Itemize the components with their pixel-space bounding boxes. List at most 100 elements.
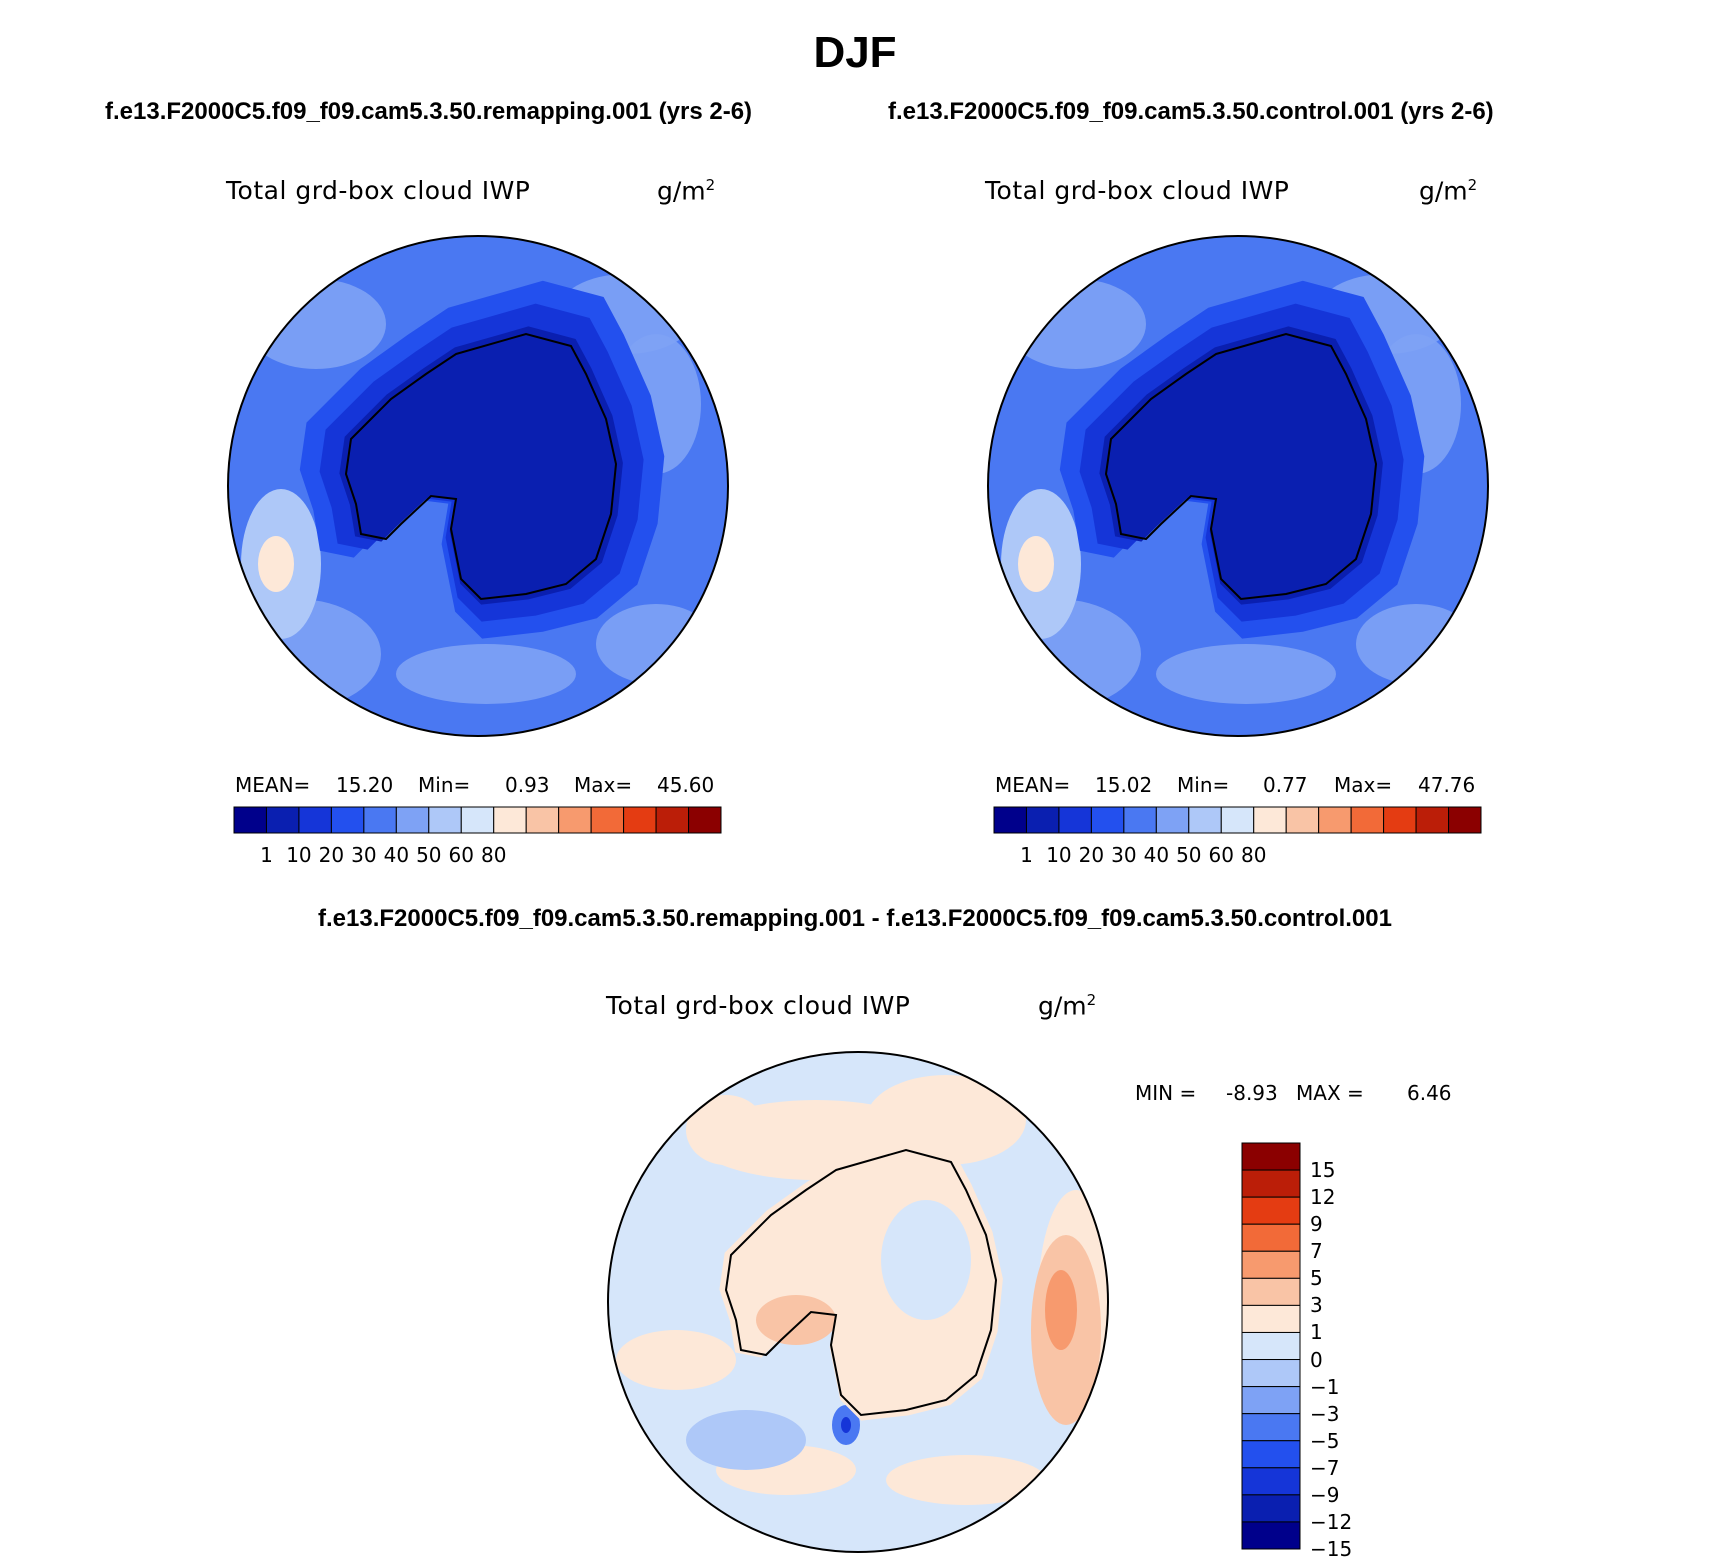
ocean-patch: [596, 604, 716, 684]
colorbar-swatch: [1241, 1304, 1301, 1333]
colorbar-swatch: [1241, 1196, 1301, 1225]
stats-min-label: MIN =: [1135, 1081, 1197, 1105]
stats-min-label: Min=: [418, 773, 471, 797]
colorbar-tick-label: 80: [1240, 843, 1267, 867]
ocean-patch: [616, 1330, 736, 1390]
ocean-patch: [841, 1417, 851, 1433]
stats-mean: MEAN=: [235, 773, 311, 797]
ocean-patch: [1045, 1270, 1077, 1350]
colorbar-swatch: [590, 806, 625, 834]
ocean-patch: [686, 1410, 806, 1470]
colorbar-swatch: [1241, 1494, 1301, 1523]
colorbar-swatch: [1253, 806, 1287, 834]
colorbar-swatch: [1188, 806, 1222, 834]
stats-mean-value: 15.20: [336, 773, 394, 797]
colorbar-tick-label: 80: [480, 843, 507, 867]
colorbar-tick-label: 9: [1310, 1212, 1323, 1237]
colorbar-swatch: [1155, 806, 1190, 834]
colorbar-swatch: [1090, 806, 1125, 834]
colorbar-tick-label: 7: [1310, 1239, 1323, 1264]
colorbar-tick-label: −1: [1310, 1374, 1340, 1399]
colorbar-swatch: [428, 806, 462, 834]
map-border: [227, 235, 729, 737]
colorbar-swatch: [330, 806, 365, 834]
coastline: [724, 1148, 998, 1417]
ocean-patch: [396, 644, 576, 704]
ocean-patch: [686, 1095, 766, 1165]
panel-title: Total grd-box cloud IWP: [606, 991, 911, 1020]
panel-units: g/m2: [657, 176, 716, 206]
colorbar-swatch: [493, 806, 527, 834]
stats-mean-value: 15.02: [1095, 773, 1153, 797]
stats-min-value: -8.93: [1226, 1081, 1278, 1105]
colorbar-swatch: [363, 806, 397, 834]
colorbar-tick-label: 0: [1310, 1347, 1323, 1372]
colorbar-tick-label: −12: [1310, 1509, 1353, 1534]
polar-map: [987, 235, 1489, 737]
coastline: [344, 332, 618, 601]
colorbar-swatch: [1241, 1331, 1301, 1361]
colorbar-swatch: [1241, 1250, 1301, 1279]
colorbar-swatch: [1025, 806, 1060, 834]
colorbar-tick-label: 50: [416, 843, 442, 867]
colorbar-tick-label: −7: [1310, 1455, 1340, 1480]
stats-mean: MEAN=: [995, 773, 1071, 797]
ocean-patch: [246, 279, 386, 369]
colorbar: [1241, 1142, 1301, 1550]
ocean-patch: [258, 536, 294, 592]
interior-patch: [756, 1295, 836, 1345]
colorbar-swatch: [1241, 1521, 1301, 1550]
colorbar-swatch: [1241, 1386, 1301, 1415]
colorbar-swatch: [395, 806, 430, 834]
colorbar-tick-label: 5: [1310, 1266, 1323, 1291]
colorbar-swatch: [265, 806, 300, 834]
colorbar-tick-label: −3: [1310, 1401, 1340, 1426]
panel-title: Total grd-box cloud IWP: [226, 176, 531, 205]
colorbar-swatch: [1415, 806, 1450, 834]
colorbar-swatch: [993, 806, 1027, 834]
coastline: [1104, 332, 1378, 601]
stats-min-value: 0.77: [1263, 773, 1308, 797]
colorbar-tick-label: 1: [260, 843, 273, 867]
panel-units: g/m2: [1038, 991, 1097, 1021]
stats-max-label: MAX =: [1296, 1081, 1364, 1105]
colorbar-tick-label: −9: [1310, 1482, 1340, 1507]
colorbar-swatch: [1448, 806, 1482, 834]
colorbar-swatch: [1241, 1359, 1301, 1388]
colorbar-tick-label: 3: [1310, 1293, 1323, 1318]
map-field: [228, 236, 728, 736]
stats-min-value: 0.93: [505, 773, 550, 797]
case-title-left: f.e13.F2000C5.f09_f09.cam5.3.50.remappin…: [105, 98, 753, 125]
colorbar-swatch: [1058, 806, 1092, 834]
ocean-patch: [886, 1455, 1046, 1505]
colorbar-swatch: [1318, 806, 1352, 834]
colorbar-swatch: [558, 806, 592, 834]
colorbar-tick-label: 12: [1310, 1185, 1336, 1210]
map-field: [988, 236, 1488, 736]
colorbar-tick-label: 50: [1176, 843, 1202, 867]
colorbar-tick-label: 60: [448, 843, 474, 867]
polar-map: [227, 235, 729, 737]
colorbar-swatch: [1123, 806, 1157, 834]
interior-patch: [881, 1200, 971, 1320]
colorbar-swatch: [1241, 1467, 1301, 1496]
stats-max-label: Max=: [574, 773, 633, 797]
colorbar-swatch: [1350, 806, 1385, 834]
colorbar-tick-label: 40: [383, 843, 410, 867]
colorbar-tick-label: 30: [351, 843, 377, 867]
colorbar-swatch: [1285, 806, 1320, 834]
colorbar-tick-label: 40: [1143, 843, 1170, 867]
ocean-patch: [1356, 604, 1476, 684]
colorbar-swatch: [1220, 806, 1255, 834]
colorbar-swatch: [655, 806, 690, 834]
colorbar-swatch: [1241, 1413, 1301, 1442]
colorbar-swatch: [1241, 1223, 1301, 1252]
colorbar-swatch: [233, 806, 267, 834]
colorbar-tick-label: 1: [1310, 1320, 1323, 1345]
colorbar: [233, 806, 722, 834]
interior-field: [1099, 326, 1383, 605]
season-title: DJF: [813, 28, 897, 77]
stats-max-value: 6.46: [1407, 1081, 1452, 1105]
colorbar-tick-label: 20: [1078, 843, 1105, 867]
colorbar-tick-label: −5: [1310, 1428, 1340, 1453]
